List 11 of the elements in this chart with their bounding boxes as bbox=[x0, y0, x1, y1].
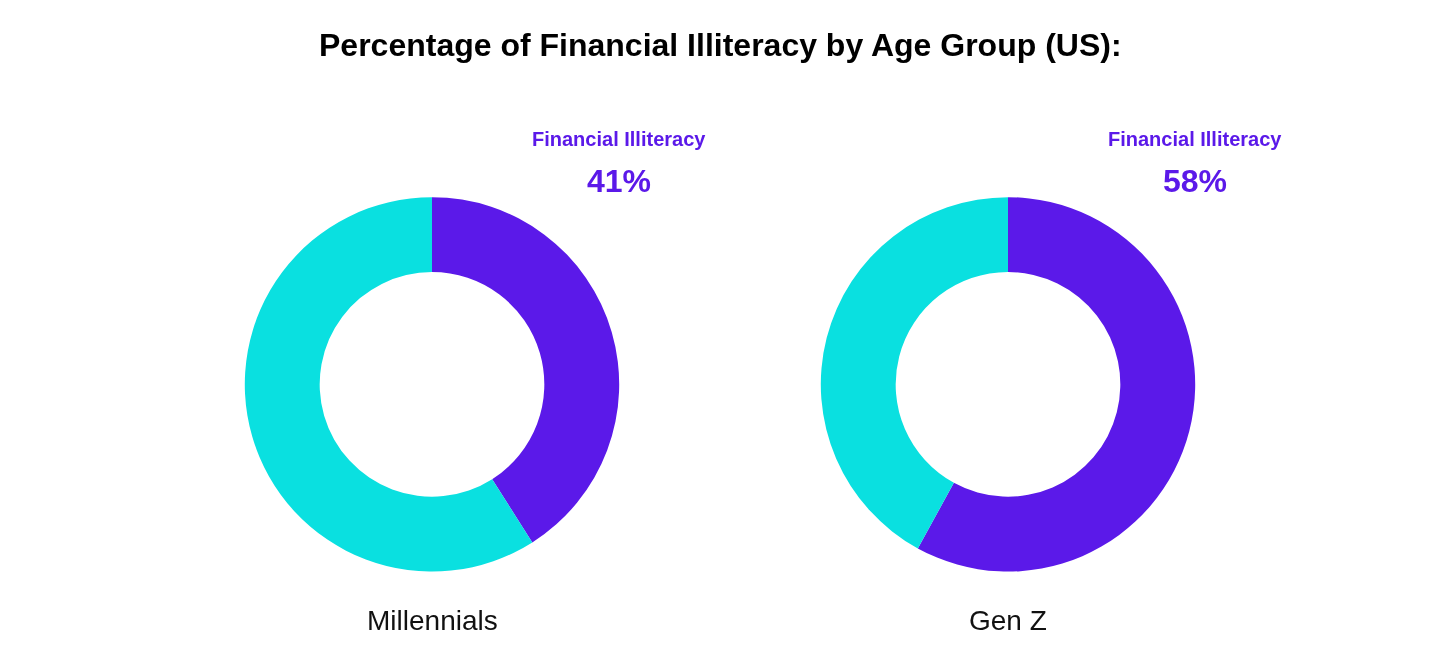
text: Gen Z bbox=[969, 605, 1047, 636]
text: Millennials bbox=[367, 605, 498, 636]
donut-slice bbox=[432, 197, 620, 543]
donut-slice bbox=[821, 197, 1008, 549]
data-label: 41% bbox=[587, 163, 652, 199]
slice-label: Financial Illiteracy bbox=[532, 128, 707, 150]
chart-title: Percentage of Financial Illiteracy by Age Group (US): bbox=[319, 27, 1122, 63]
donut-slice bbox=[244, 197, 533, 572]
data-label: 58% bbox=[1163, 163, 1228, 199]
slice-label: Financial Illiteracy bbox=[1108, 128, 1283, 150]
donut-slice bbox=[917, 197, 1195, 572]
